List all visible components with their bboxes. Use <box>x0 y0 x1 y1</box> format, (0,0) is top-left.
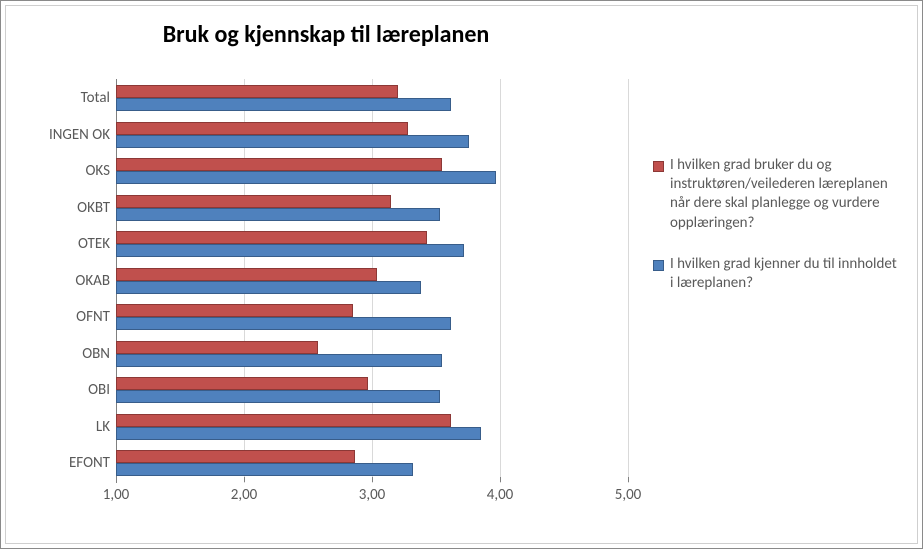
bar-group <box>116 263 628 300</box>
y-axis-label: OTEK <box>14 226 116 263</box>
y-axis-label: INGEN OK <box>14 117 116 154</box>
x-tick-mark <box>244 477 245 482</box>
bar-s2 <box>116 281 421 294</box>
y-axis-labels: TotalINGEN OKOKSOKBTOTEKOKABOFNTOBNOBILK… <box>14 80 116 482</box>
legend-label: I hvilken grad kjenner du til innholdet … <box>670 255 903 293</box>
bar-s2 <box>116 427 481 440</box>
bar-s2 <box>116 244 464 257</box>
bar-group <box>116 299 628 336</box>
bar-group <box>116 372 628 409</box>
x-tick-mark <box>372 477 373 482</box>
y-axis-label: Total <box>14 80 116 117</box>
bar-s1 <box>116 122 408 135</box>
bar-s1 <box>116 414 451 427</box>
x-tick-label: 5,00 <box>615 486 642 504</box>
bar-group <box>116 336 628 373</box>
bar-s1 <box>116 341 318 354</box>
bar-group <box>116 153 628 190</box>
legend-label: I hvilken grad bruker du og instruktøren… <box>670 156 903 233</box>
bar-s1 <box>116 450 355 463</box>
bar-group <box>116 226 628 263</box>
legend-item: I hvilken grad kjenner du til innholdet … <box>653 255 903 293</box>
bar-s1 <box>116 377 368 390</box>
y-axis-label: LK <box>14 409 116 446</box>
bar-s2 <box>116 317 451 330</box>
bar-group <box>116 117 628 154</box>
y-axis-label: OBI <box>14 372 116 409</box>
y-axis-label: OBN <box>14 336 116 373</box>
y-axis-label: OFNT <box>14 299 116 336</box>
plot-wrap: TotalINGEN OKOKSOKBTOTEKOKABOFNTOBNOBILK… <box>14 80 628 482</box>
bar-s1 <box>116 85 398 98</box>
bar-s1 <box>116 231 427 244</box>
bar-group <box>116 190 628 227</box>
bar-s2 <box>116 171 496 184</box>
x-axis-ticks: 1,002,003,004,005,00 <box>116 482 628 506</box>
legend-swatch <box>653 260 664 271</box>
legend: I hvilken grad bruker du og instruktøren… <box>653 156 903 315</box>
legend-swatch <box>653 161 664 172</box>
bar-s2 <box>116 354 442 367</box>
x-tick-label: 1,00 <box>103 486 130 504</box>
y-axis-label: EFONT <box>14 445 116 482</box>
x-tick-label: 4,00 <box>487 486 514 504</box>
legend-item: I hvilken grad bruker du og instruktøren… <box>653 156 903 233</box>
bar-s2 <box>116 98 451 111</box>
bar-group <box>116 409 628 446</box>
x-tick-label: 2,00 <box>231 486 258 504</box>
chart-frame-inner: Bruk og kjennskap til læreplanen TotalIN… <box>5 5 918 544</box>
bar-s1 <box>116 158 442 171</box>
bar-s2 <box>116 208 440 221</box>
bar-s1 <box>116 195 391 208</box>
chart-frame-outer: Bruk og kjennskap til læreplanen TotalIN… <box>0 0 923 549</box>
plot-area: 1,002,003,004,005,00 <box>116 80 628 482</box>
x-tick-mark <box>116 477 117 482</box>
bar-group <box>116 80 628 117</box>
x-tick-label: 3,00 <box>359 486 386 504</box>
y-axis-label: OKAB <box>14 263 116 300</box>
y-axis-label: OKBT <box>14 190 116 227</box>
bar-s2 <box>116 135 469 148</box>
gridline <box>628 79 629 483</box>
chart-title: Bruk og kjennskap til læreplanen <box>6 20 646 49</box>
y-axis-label: OKS <box>14 153 116 190</box>
bars-container <box>116 80 628 482</box>
x-tick-mark <box>628 477 629 482</box>
bar-s2 <box>116 390 440 403</box>
bar-s1 <box>116 304 353 317</box>
bar-s2 <box>116 463 413 476</box>
x-tick-mark <box>500 477 501 482</box>
bar-s1 <box>116 268 377 281</box>
